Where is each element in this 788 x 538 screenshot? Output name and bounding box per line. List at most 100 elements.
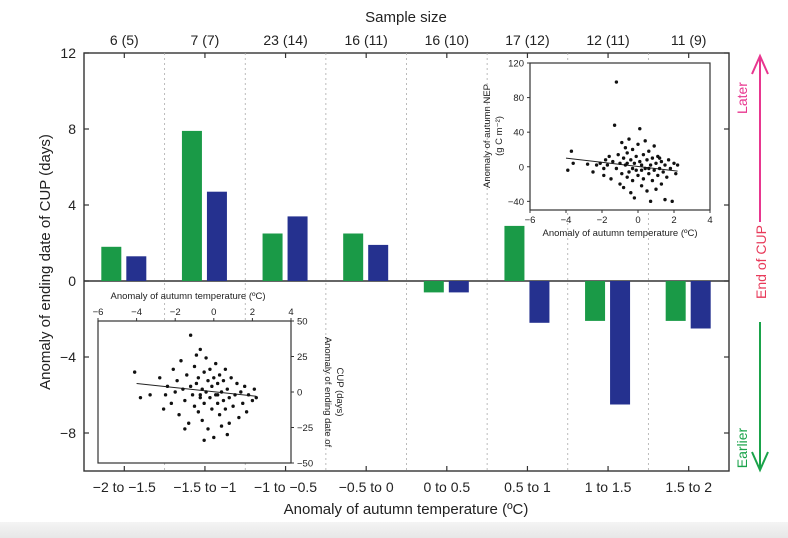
inset-y-tick-label: −25 (297, 423, 313, 434)
scatter-point (639, 184, 644, 188)
inset-cup-ylabel-line1: Anomaly of ending date of (322, 337, 333, 448)
inset-x-tick-label: 4 (707, 215, 712, 226)
scatter-point (225, 387, 230, 391)
scatter-point (221, 378, 226, 383)
scatter-point (254, 395, 258, 400)
scatter-point (620, 171, 624, 176)
scatter-point (663, 197, 667, 202)
scatter-point (611, 159, 615, 164)
x-tick-label: −0.5 to 0 (339, 479, 394, 495)
scatter-point (607, 154, 611, 159)
scatter-point (675, 163, 680, 167)
x-axis-label: Anomaly of autumn temperature (ºC) (284, 501, 529, 518)
sample-size-label: 12 (11) (586, 32, 629, 48)
scatter-point (659, 182, 664, 186)
scatter-point (219, 424, 224, 428)
scatter-point (198, 347, 202, 352)
scatter-point (569, 149, 574, 153)
inset-y-tick-label: 0 (519, 162, 524, 173)
scatter-point (636, 142, 640, 146)
scatter-point (657, 166, 662, 171)
scatter-point (620, 140, 624, 145)
scatter-point (196, 376, 201, 380)
inset-y-tick-label: 120 (508, 59, 524, 70)
scatter-point (668, 166, 673, 171)
inset-nep-scatter: −6 −4 −2 0 2 4 120 80 40 0 −40 Anomaly of autumn t… (482, 59, 713, 240)
scatter-point (215, 401, 220, 406)
scatter-point (630, 178, 635, 183)
scatter-point (185, 373, 189, 377)
scatter-point (647, 171, 651, 176)
scatter-point (632, 161, 637, 166)
inset-nep-points (566, 80, 680, 204)
scatter-point (246, 393, 251, 397)
scatter-point (217, 413, 222, 417)
inset-y-tick-label: −50 (297, 459, 313, 470)
x-tick-label: −2 to −1.5 (93, 479, 156, 495)
y-tick-label: 0 (68, 273, 76, 289)
scatter-point (663, 163, 667, 167)
y-tick-label: −4 (60, 349, 76, 365)
scatter-point (204, 390, 208, 394)
scatter-point (212, 376, 216, 380)
later-label: Later (734, 82, 750, 114)
inset-y-tick-label: 25 (297, 352, 308, 363)
inset-nep-ylabel-line2: (g C m⁻²) (494, 116, 505, 156)
chart-title: Sample size (365, 9, 447, 26)
scatter-point (202, 401, 206, 406)
scatter-point (645, 158, 649, 162)
scatter-point (630, 166, 635, 171)
inset-x-tick-label: −6 (93, 307, 104, 318)
scatter-point (609, 177, 613, 181)
sample-size-label: 7 (7) (191, 32, 220, 48)
scatter-point (625, 175, 629, 179)
bar-blue (287, 216, 308, 281)
sample-size-label: 6 (5) (110, 32, 139, 48)
scatter-point (591, 170, 595, 174)
scatter-point (643, 166, 647, 171)
scatter-point (614, 80, 619, 84)
scatter-point (231, 404, 235, 408)
scatter-point (647, 149, 651, 153)
inset-y-tick-label: 80 (513, 93, 524, 104)
inset-x-tick-label: −4 (561, 215, 572, 226)
inset-x-tick-label: 2 (250, 307, 255, 318)
sample-size-label: 17 (12) (505, 32, 549, 48)
inset-y-tick-label: 0 (297, 388, 302, 399)
scatter-point (158, 376, 162, 380)
sample-size-label: 23 (14) (263, 32, 307, 48)
scatter-point (241, 401, 245, 406)
scatter-point (252, 387, 257, 391)
inset-nep-ylabel-line1: Anomaly of autumn NEP (482, 84, 493, 188)
x-tick-label: −1.5 to −1 (173, 479, 236, 495)
scatter-point (648, 163, 653, 167)
bar-blue (529, 281, 550, 323)
inset-x-tick-label: 4 (288, 307, 293, 318)
scatter-point (208, 367, 212, 371)
scatter-point (187, 421, 191, 425)
scatter-point (215, 393, 220, 397)
scatter-point (661, 170, 665, 174)
scatter-point (171, 367, 175, 371)
inset-y-tick-label: 50 (297, 317, 308, 328)
bar-green (585, 281, 606, 321)
scatter-point (163, 393, 168, 397)
scatter-point (239, 390, 243, 394)
bar-blue (610, 281, 631, 405)
end-of-cup-label: End of CUP (753, 225, 769, 299)
inset-cup-xlabel: Anomaly of autumn temperature (ºC) (110, 291, 265, 302)
scatter-point (173, 390, 177, 394)
scatter-point (219, 390, 224, 394)
inset-cup-ylabel-line2: CUP (days) (334, 368, 345, 417)
y-tick-label: 4 (68, 197, 76, 213)
scatter-point (244, 410, 249, 414)
scatter-point (202, 370, 206, 374)
earlier-arrow-icon (751, 451, 769, 473)
scatter-point (192, 364, 197, 369)
scatter-point (641, 152, 646, 157)
inset-cup-frame (97, 320, 292, 464)
inset-x-tick-label: 0 (211, 307, 216, 318)
scatter-point (634, 168, 638, 172)
scatter-point (198, 395, 202, 400)
scatter-point (183, 398, 187, 403)
